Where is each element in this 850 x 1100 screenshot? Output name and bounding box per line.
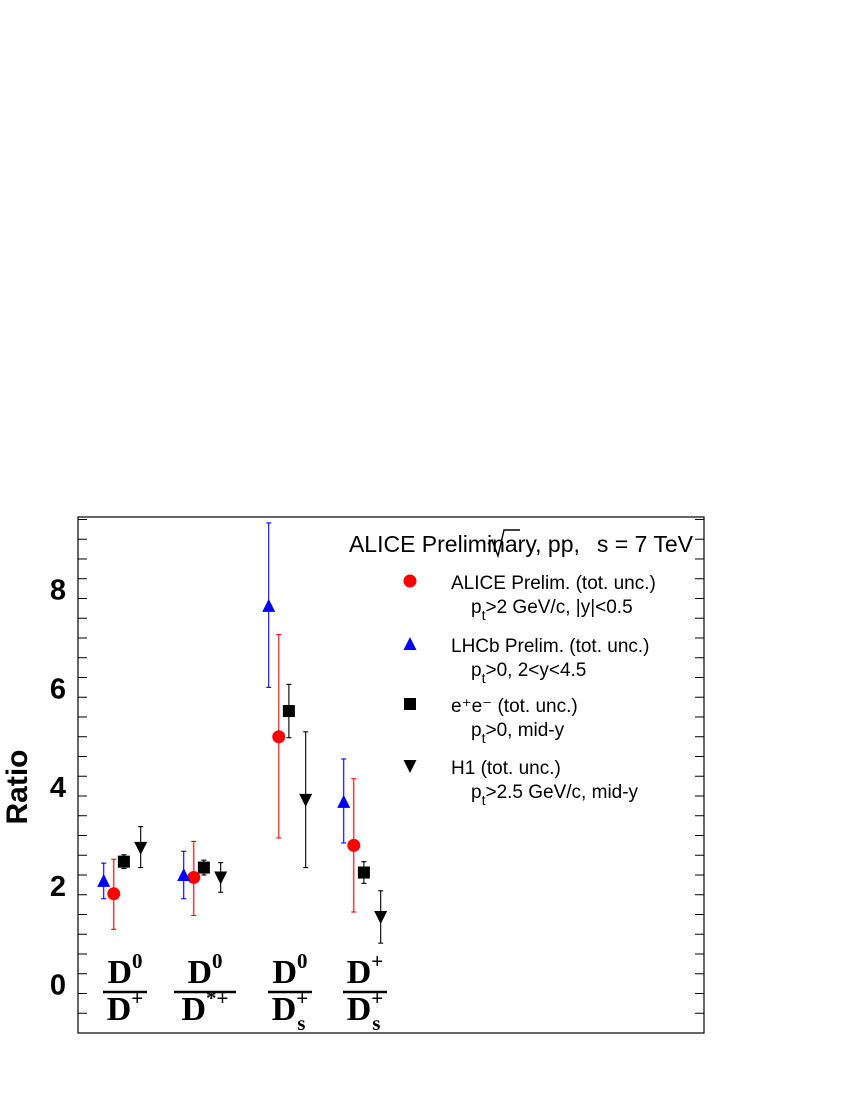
y-axis-label: Ratio [1,750,34,825]
legend-condition: pt>0, mid-y [471,720,565,746]
data-point [117,855,130,868]
y-tick-label: 2 [50,871,66,903]
legend-label: ALICE Prelim. (tot. unc.) [451,573,656,594]
category-label: D+D+ s [343,949,387,1035]
data-point [299,793,313,807]
series-points [117,683,370,884]
legend-condition: pt>0, 2<y<4.5 [471,660,586,686]
y-tick-label: 6 [50,673,66,705]
category-numerator: D0 [107,949,142,991]
category-denominator: D*+ [181,986,228,1028]
data-point [214,871,228,885]
legend-entry: ALICE Prelim. (tot. unc.) pt>2 GeV/c, |y|… [403,573,656,623]
category-label: D0D+ s [268,949,312,1035]
legend: ALICE Prelim. (tot. unc.) pt>2 GeV/c, |y|… [403,573,656,808]
data-point [177,867,191,881]
legend-label: e⁺e⁻ (tot. unc.) [451,696,578,717]
data-point [97,873,111,887]
y-tick-label: 0 [50,970,66,1002]
plot-frame [77,516,705,1034]
category-labels: D0D+D0D*+D0D+ sD+D+ s [103,949,387,1035]
data-points [97,522,388,944]
legend-entry: H1 (tot. unc.) pt>2.5 GeV/c, mid-y [403,758,639,808]
category-numerator: D0 [187,949,222,991]
legend-condition: pt>2.5 GeV/c, mid-y [471,782,639,808]
chart-title: ALICE Preliminary, pp, s = 7 TeV [349,531,694,557]
series-points [97,522,351,900]
category-label: D0D*+ [174,949,236,1028]
legend-marker [404,698,416,710]
data-point [357,866,370,879]
legend-entry: e⁺e⁻ (tot. unc.) pt>0, mid-y [404,696,578,746]
category-numerator: D0 [272,949,307,991]
legend-marker [403,760,417,773]
legend-label: H1 (tot. unc.) [451,758,561,779]
series-points [134,731,388,944]
data-point [347,838,361,852]
category-label: D0D+ [103,949,147,1028]
data-point [282,705,295,718]
y-tick-label: 4 [50,772,66,804]
series-points [107,633,361,930]
legend-label: LHCb Prelim. (tot. unc.) [451,636,650,657]
data-point [134,841,148,855]
category-denominator: D+ [107,986,144,1028]
category-numerator: D+ [347,949,384,991]
data-point [272,730,286,744]
y-tick-labels: 0 2 4 6 8 [50,575,66,1002]
legend-condition: pt>2 GeV/c, |y|<0.5 [471,597,633,623]
legend-entry: LHCb Prelim. (tot. unc.) pt>0, 2<y<4.5 [403,636,650,686]
data-point [107,887,121,901]
axis-ticks [78,518,704,1034]
data-point [337,794,351,808]
data-point [262,598,276,612]
legend-marker [403,574,417,588]
chart-header: ALICE Preliminary, pp, s = 7 TeV [349,529,694,559]
legend-marker [403,637,417,650]
data-point [374,910,388,924]
data-point [187,870,201,884]
sqrt-symbol [487,529,520,559]
category-denominator: D+ s [272,986,309,1035]
category-denominator: D+ s [347,986,384,1035]
data-point [197,861,210,874]
y-tick-label: 8 [50,575,66,607]
